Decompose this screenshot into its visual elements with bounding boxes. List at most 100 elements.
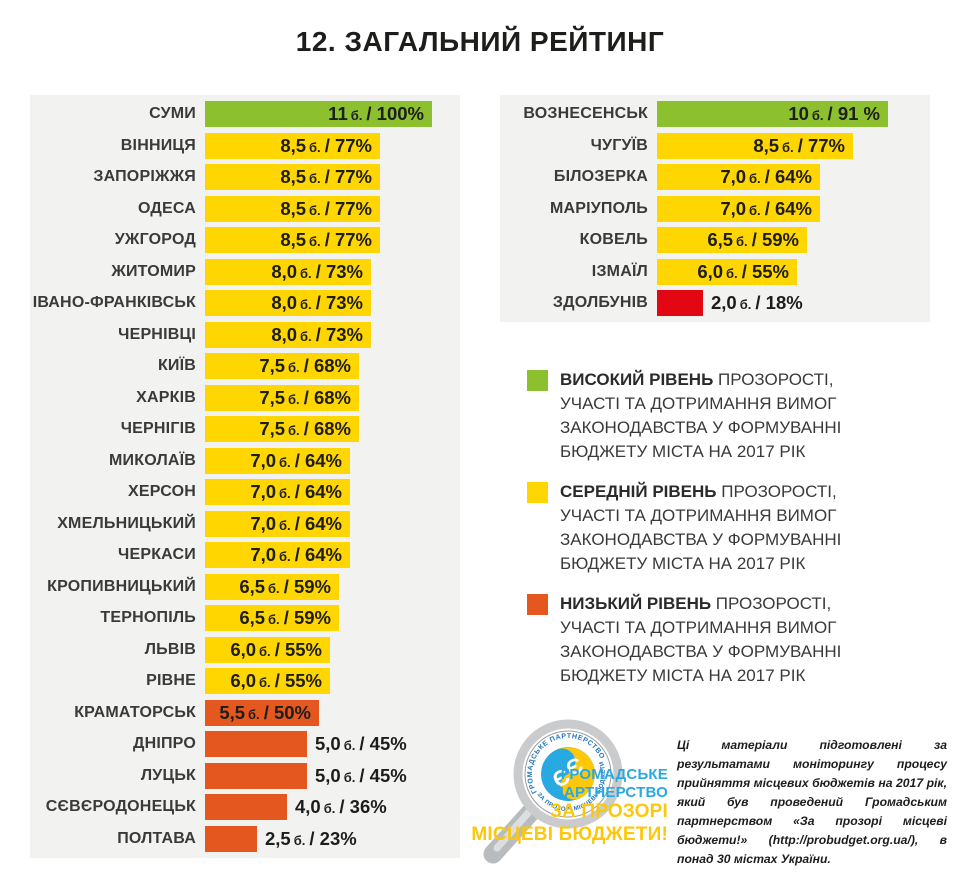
- score-unit: б.: [279, 549, 291, 564]
- score-value: 2,0 б./ 18%: [711, 292, 803, 314]
- score-unit: б.: [288, 360, 300, 375]
- score-value: 6,5 б./ 59%: [707, 229, 799, 251]
- score-pct: / 73%: [315, 260, 363, 282]
- score-value: 7,0 б./ 64%: [720, 198, 812, 220]
- score-value: 2,5 б./ 23%: [265, 828, 357, 850]
- legend-item: СЕРЕДНІЙ РІВЕНЬ ПРОЗОРОСТІ, УЧАСТІ ТА ДОТ…: [527, 480, 907, 576]
- score-pct: / 59%: [283, 607, 331, 628]
- bar-area: 7,0 б./ 64%: [657, 195, 930, 222]
- score-pts: 8,5: [280, 166, 307, 187]
- score-unit: б.: [293, 832, 306, 848]
- score-pct: / 77%: [324, 229, 372, 250]
- brand-name-line: ПАРТНЕРСТВО: [552, 783, 668, 801]
- page-title: 12. ЗАГАЛЬНИЙ РЕЙТИНГ: [295, 26, 665, 57]
- score-pts: 6,5: [239, 607, 266, 628]
- score-value: 7,0 б./ 64%: [250, 450, 342, 472]
- legend-level-title: ВИСОКИЙ РІВЕНЬ: [560, 370, 714, 389]
- city-label: ВІННИЦЯ: [120, 136, 196, 154]
- city-label: ЧУГУЇВ: [590, 136, 648, 154]
- city-label: ВОЗНЕСЕНСЬК: [523, 105, 648, 122]
- score-pts: 7,0: [250, 512, 277, 534]
- legend-text: СЕРЕДНІЙ РІВЕНЬ ПРОЗОРОСТІ, УЧАСТІ ТА ДОТ…: [560, 480, 841, 576]
- legend-line: ЗАКОНОДАВСТВА У ФОРМУВАННІ: [560, 530, 842, 549]
- score-unit: б.: [268, 612, 280, 627]
- score-unit: б.: [726, 265, 738, 281]
- score-pct: / 73%: [315, 323, 363, 345]
- ranking-row: КОВЕЛЬ 6,5 б./ 59%: [500, 227, 930, 253]
- score-value: 11 б./ 100%: [328, 103, 424, 125]
- ranking-row: ТЕРНОПІЛЬ 6,5 б./ 59%: [30, 605, 460, 631]
- city-label: РІВНЕ: [146, 672, 196, 689]
- score-pts: 8,0: [271, 260, 298, 282]
- legend-line: БЮДЖЕТУ МІСТА НА 2017 РІК: [560, 554, 806, 573]
- score-pct: / 77%: [324, 134, 372, 156]
- score-pct: / 36%: [339, 796, 387, 817]
- city-label: КОВЕЛЬ: [579, 231, 648, 248]
- score-bar: 8,5 б./ 77%: [205, 132, 380, 159]
- score-value: 8,5 б./ 77%: [280, 135, 372, 157]
- legend-line: БЮДЖЕТУ МІСТА НА 2017 РІК: [560, 442, 806, 461]
- legend-item: НИЗЬКИЙ РІВЕНЬ ПРОЗОРОСТІ, УЧАСТІ ТА ДОТР…: [527, 592, 907, 688]
- city-label: ІЗМАЇЛ: [591, 262, 648, 280]
- score-bar: [205, 762, 307, 789]
- score-pct: / 77%: [324, 166, 372, 187]
- bar-area: 6,5 б./ 59%: [657, 227, 930, 253]
- score-bar: [205, 825, 257, 852]
- legend-text: ВИСОКИЙ РІВЕНЬ ПРОЗОРОСТІ, УЧАСТІ ТА ДОТР…: [560, 368, 841, 464]
- city-label: ОДЕСА: [137, 199, 196, 217]
- bar-area: 7,0 б./ 64%: [657, 164, 930, 190]
- score-unit: б.: [749, 202, 761, 218]
- score-bar: 8,5 б./ 77%: [205, 227, 380, 253]
- score-bar: 8,0 б./ 73%: [205, 258, 371, 285]
- score-pts: 5,5: [219, 701, 246, 723]
- score-pts: 6,5: [707, 229, 734, 250]
- bar-area: 2,0 б./ 18%: [657, 290, 930, 316]
- score-value: 8,0 б./ 73%: [271, 292, 363, 314]
- score-pct: / 77%: [797, 134, 845, 156]
- score-value: 7,0 б./ 64%: [250, 544, 342, 566]
- score-pts: 2,0: [711, 292, 737, 313]
- ranking-row: УЖГОРОД 8,5 б./ 77%: [30, 227, 460, 253]
- score-bar: 8,0 б./ 73%: [205, 321, 371, 348]
- score-bar: 8,5 б./ 77%: [205, 195, 380, 222]
- ranking-row: ОДЕСА 8,5 б./ 77%: [30, 195, 460, 222]
- score-pts: 5,0: [315, 733, 341, 754]
- score-unit: б.: [279, 486, 291, 501]
- ranking-row: ЧЕРНІГІВ 7,5 б./ 68%: [30, 416, 460, 442]
- score-unit: б.: [300, 328, 312, 344]
- score-pts: 7,0: [250, 544, 277, 565]
- bar-area: 5,5 б./ 50%: [205, 699, 460, 726]
- score-pct: / 73%: [315, 292, 363, 313]
- ranking-row: МАРІУПОЛЬ 7,0 б./ 64%: [500, 195, 930, 222]
- magnifier-icon: ГРОМАДСЬКЕ ПАРТНЕРСТВО ЗА ПРОЗОРІ МІСЦЕВ…: [483, 719, 623, 864]
- score-unit: б.: [343, 769, 356, 785]
- score-bar: 7,5 б./ 68%: [205, 353, 359, 379]
- brand-name-line: ГРОМАДСЬКЕ: [560, 766, 668, 783]
- score-value: 8,5 б./ 77%: [280, 229, 372, 251]
- score-unit: б.: [309, 171, 321, 186]
- score-bar: 8,5 б./ 77%: [657, 132, 853, 159]
- score-unit: б.: [279, 454, 291, 470]
- legend-swatch: [527, 370, 548, 391]
- score-value: 7,0 б./ 64%: [720, 166, 812, 188]
- city-label: ЗДОЛБУНІВ: [552, 294, 648, 311]
- score-unit: б.: [309, 139, 321, 155]
- city-label: КРОПИВНИЦЬКИЙ: [47, 577, 196, 595]
- score-bar: 8,0 б./ 73%: [205, 290, 371, 316]
- ranking-row: ІЗМАЇЛ 6,0 б./ 55%: [500, 258, 930, 285]
- city-label: КРАМАТОРСЬК: [74, 703, 196, 721]
- score-pct: / 77%: [324, 197, 372, 219]
- bar-area: 11 б./ 100%: [205, 101, 460, 127]
- bar-area: 8,0 б./ 73%: [205, 258, 460, 285]
- score-bar: 6,0 б./ 55%: [657, 258, 797, 285]
- score-bar: 8,5 б./ 77%: [205, 164, 380, 190]
- score-pct: / 64%: [294, 512, 342, 534]
- city-label: ЧЕРКАСИ: [118, 546, 196, 563]
- ranking-row: КИЇВ 7,5 б./ 68%: [30, 353, 460, 379]
- score-unit: б.: [323, 801, 336, 816]
- score-pts: 8,5: [280, 229, 307, 250]
- score-pct: / 45%: [359, 733, 407, 754]
- score-pts: 6,0: [230, 670, 257, 691]
- city-label: СЄВЄРОДОНЕЦЬК: [45, 798, 196, 815]
- score-unit: б.: [268, 580, 280, 596]
